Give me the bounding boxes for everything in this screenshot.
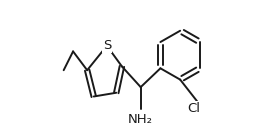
Text: S: S bbox=[103, 39, 111, 52]
Text: NH₂: NH₂ bbox=[128, 113, 153, 125]
Text: Cl: Cl bbox=[187, 102, 200, 115]
